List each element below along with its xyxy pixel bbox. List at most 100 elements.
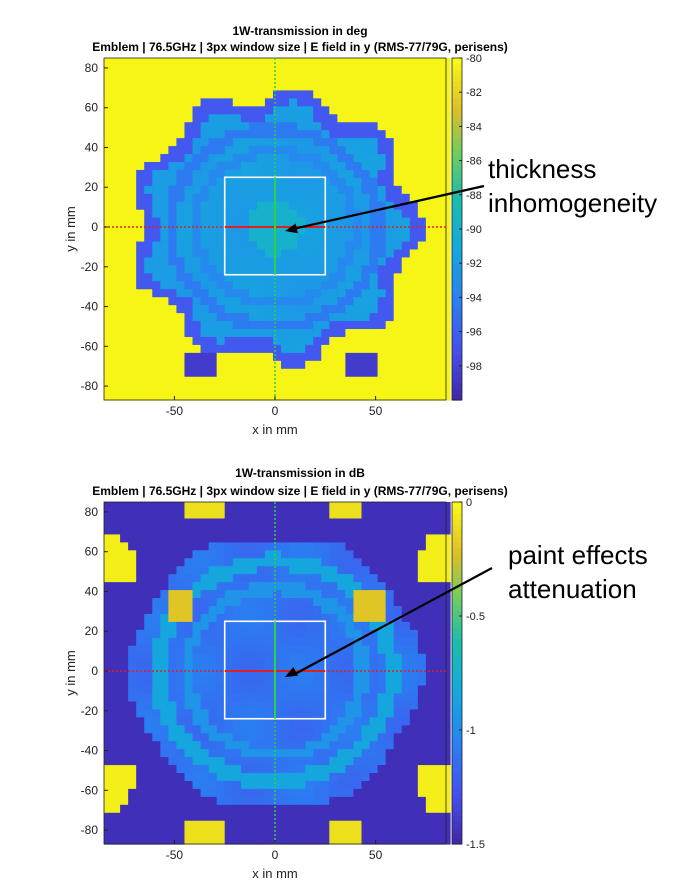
- heatmap-cell: [425, 240, 435, 250]
- heatmap-cell: [104, 533, 113, 543]
- heatmap-cell: [361, 708, 371, 718]
- heatmap-cell: [144, 193, 153, 202]
- heatmap-cell: [353, 232, 363, 242]
- heatmap-cell: [264, 549, 274, 559]
- heatmap-cell: [200, 581, 210, 591]
- heatmap-cell: [192, 248, 202, 258]
- heatmap-cell: [176, 541, 186, 551]
- heatmap-cell: [417, 248, 427, 258]
- heatmap-cell: [297, 328, 306, 337]
- heatmap-cell: [152, 344, 161, 353]
- heatmap-cell: [272, 557, 282, 567]
- heatmap-cell: [337, 232, 347, 242]
- heatmap-cell: [289, 780, 298, 789]
- heatmap-cell: [128, 304, 137, 314]
- heatmap-cell: [184, 533, 194, 543]
- heatmap-cell: [433, 129, 443, 139]
- heatmap-cell: [433, 376, 443, 385]
- heatmap-cell: [104, 304, 113, 314]
- heatmap-cell: [361, 549, 371, 559]
- heatmap-cell: [417, 392, 427, 401]
- heatmap-cell: [425, 820, 435, 829]
- heatmap-cell: [401, 804, 411, 813]
- heatmap-cell: [264, 724, 274, 734]
- heatmap-cell: [417, 509, 427, 519]
- y-axis-label: y in mm: [63, 650, 78, 696]
- heatmap-cell: [256, 105, 266, 115]
- heatmap-cell: [152, 129, 161, 139]
- heatmap-cell: [417, 121, 427, 131]
- heatmap-cell: [120, 629, 129, 638]
- heatmap-cell: [112, 209, 121, 218]
- heatmap-cell: [345, 288, 355, 298]
- heatmap-cell: [184, 724, 194, 734]
- heatmap-cell: [409, 272, 419, 282]
- colorbar-segment: [452, 798, 462, 805]
- heatmap-cell: [353, 581, 363, 591]
- colorbar-segment: [452, 97, 462, 105]
- heatmap-cell: [112, 113, 121, 123]
- colorbar-tick-label: -82: [466, 87, 482, 99]
- heatmap-cell: [433, 296, 443, 306]
- heatmap-cell: [361, 225, 371, 234]
- heatmap-cell: [425, 764, 435, 774]
- heatmap-cell: [385, 541, 395, 551]
- heatmap-cell: [425, 304, 435, 314]
- heatmap-cell: [224, 185, 234, 194]
- heatmap-cell: [192, 669, 202, 678]
- heatmap-cell: [337, 669, 347, 678]
- heatmap-cell: [361, 788, 371, 797]
- heatmap-cell: [361, 58, 371, 67]
- heatmap-cell: [264, 288, 274, 298]
- heatmap-cell: [361, 533, 371, 543]
- heatmap-cell: [297, 613, 306, 622]
- heatmap-cell: [136, 525, 145, 535]
- heatmap-cell: [377, 129, 387, 139]
- heatmap-cell: [248, 65, 258, 75]
- heatmap-cell: [329, 89, 338, 99]
- heatmap-cell: [152, 796, 161, 805]
- heatmap-cell: [425, 81, 435, 91]
- heatmap-cell: [264, 525, 274, 535]
- heatmap-cell: [272, 565, 282, 575]
- heatmap-cell: [232, 756, 242, 766]
- heatmap-cell: [289, 344, 298, 353]
- heatmap-cell: [128, 73, 137, 83]
- heatmap-cell: [112, 629, 121, 638]
- heatmap-cell: [160, 637, 169, 646]
- heatmap-cell: [168, 58, 178, 67]
- heatmap-cell: [144, 589, 153, 599]
- heatmap-cell: [289, 296, 298, 306]
- heatmap-cell: [192, 193, 202, 202]
- heatmap-cell: [313, 376, 322, 385]
- heatmap-cell: [329, 360, 338, 369]
- colorbar-segment: [452, 764, 462, 771]
- heatmap-cell: [208, 565, 218, 575]
- heatmap-cell: [337, 541, 347, 551]
- heatmap-cell: [240, 828, 250, 837]
- heatmap-cell: [433, 304, 443, 314]
- heatmap-cell: [136, 780, 145, 789]
- heatmap-cell: [409, 288, 419, 298]
- heatmap-cell: [192, 145, 202, 155]
- heatmap-cell: [120, 344, 129, 353]
- heatmap-cell: [305, 589, 314, 599]
- heatmap-cell: [240, 716, 250, 726]
- heatmap-cell: [160, 732, 169, 742]
- heatmap-cell: [248, 621, 258, 630]
- heatmap-cell: [425, 169, 435, 178]
- heatmap-cell: [433, 89, 443, 99]
- heatmap-cell: [401, 376, 411, 385]
- heatmap-cell: [240, 565, 250, 575]
- heatmap-cell: [224, 796, 234, 805]
- heatmap-cell: [160, 502, 169, 511]
- heatmap-cell: [192, 328, 202, 337]
- heatmap-cell: [433, 525, 443, 535]
- heatmap-cell: [152, 288, 161, 298]
- heatmap-cell: [385, 732, 395, 742]
- heatmap-cell: [232, 549, 242, 559]
- heatmap-cell: [240, 804, 250, 813]
- heatmap-cell: [289, 248, 298, 258]
- heatmap-cell: [289, 129, 298, 139]
